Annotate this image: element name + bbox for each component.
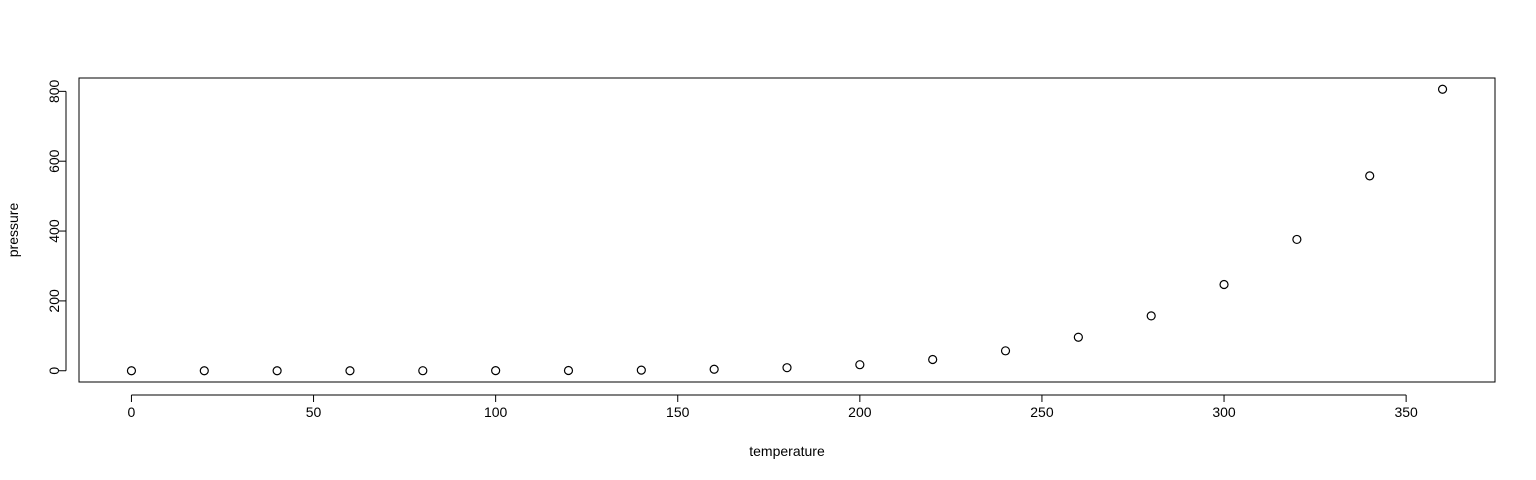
data-point (272, 366, 282, 376)
data-point (636, 365, 646, 375)
y-tick-label: 800 (46, 79, 62, 103)
x-axis: 0 50 100 150 200 250 300 350 (128, 394, 1418, 420)
data-point (1073, 332, 1083, 342)
y-tick-label: 0 (46, 367, 62, 375)
x-tick-label: 300 (1212, 404, 1236, 420)
data-point (782, 363, 792, 373)
x-tick-label: 50 (306, 404, 322, 420)
data-point (1437, 84, 1448, 94)
data-point (1219, 279, 1229, 290)
data-point (491, 366, 501, 376)
data-point (1292, 234, 1302, 245)
x-tick-label: 0 (128, 404, 136, 420)
y-axis: 0 200 400 600 800 (46, 79, 67, 375)
data-point (563, 365, 574, 376)
y-axis-title: pressure (5, 203, 21, 258)
data-point (855, 360, 865, 370)
data-point (1000, 346, 1011, 356)
y-tick-label: 600 (46, 149, 62, 173)
x-tick-label: 250 (1030, 404, 1054, 420)
x-tick-label: 350 (1394, 404, 1418, 420)
y-tick-label: 400 (46, 219, 62, 243)
y-tick-label: 200 (46, 289, 62, 313)
x-tick-label: 150 (666, 404, 690, 420)
data-point (1146, 311, 1156, 321)
data-point (1365, 171, 1375, 181)
data-point (345, 366, 355, 376)
data-point (199, 366, 209, 376)
x-tick-label: 100 (484, 404, 508, 420)
data-points (126, 84, 1448, 376)
x-axis-title: temperature (749, 443, 825, 459)
x-tick-label: 200 (848, 404, 872, 420)
plot-frame (78, 77, 1496, 383)
data-point (418, 366, 428, 376)
data-point (709, 364, 719, 374)
data-point (126, 366, 137, 376)
data-point (928, 354, 938, 365)
